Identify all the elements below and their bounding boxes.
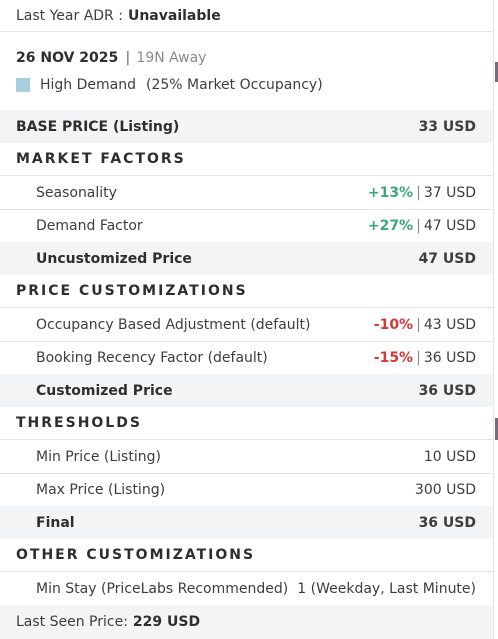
last-year-adr-row: Last Year ADR : Unavailable: [0, 0, 493, 31]
pipe-separator: |: [416, 350, 421, 366]
factor-label: Seasonality: [36, 184, 117, 201]
section-title: THRESHOLDS: [16, 415, 142, 431]
customized-price-row: Customized Price 36 USD: [0, 374, 493, 407]
pipe-separator: |: [416, 316, 421, 333]
customization-change: -10%: [373, 316, 414, 333]
customization-label: Occupancy Based Adjustment (default): [36, 316, 311, 333]
days-away-text: 19N Away: [136, 50, 207, 66]
factor-value-group: +13% | 37 USD: [368, 185, 476, 201]
pipe-separator: |: [416, 184, 421, 201]
customization-row-booking-recency: Booking Recency Factor (default) -15% | 36…: [0, 341, 493, 374]
demand-row: High Demand (25% Market Occupancy): [0, 72, 493, 98]
subtotal-label: Customized Price: [36, 382, 173, 399]
pipe-separator: |: [416, 218, 421, 234]
customization-price: 43 USD: [423, 316, 476, 333]
last-seen-value: 229 USD: [132, 614, 201, 630]
threshold-row-min: Min Price (Listing) 10 USD: [0, 439, 493, 473]
base-price-value: 33 USD: [418, 118, 476, 135]
other-customizations-header: OTHER CUSTOMIZATIONS: [0, 539, 493, 571]
final-price-row: Final 36 USD: [0, 506, 493, 539]
customization-change: -15%: [373, 350, 414, 366]
uncustomized-price-row: Uncustomized Price 47 USD: [0, 242, 493, 275]
factor-value-group: +27% | 47 USD: [368, 218, 476, 234]
min-stay-row: Min Stay (PriceLabs Recommended) 1 (Week…: [0, 571, 493, 605]
divider: [0, 31, 493, 32]
section-title: OTHER CUSTOMIZATIONS: [16, 547, 256, 563]
price-customizations-header: PRICE CUSTOMIZATIONS: [0, 275, 493, 307]
section-title: PRICE CUSTOMIZATIONS: [16, 283, 248, 299]
customization-value-group: -15% | 36 USD: [374, 350, 476, 366]
factor-change: +13%: [367, 184, 414, 201]
demand-detail: (25% Market Occupancy): [146, 77, 323, 93]
background-window-edge: [495, 62, 498, 82]
last-seen-price-row: Last Seen Price: 229 USD: [0, 605, 493, 639]
threshold-value: 300 USD: [414, 482, 476, 498]
demand-color-swatch: [16, 78, 30, 92]
demand-label: High Demand: [40, 77, 136, 93]
section-title: MARKET FACTORS: [16, 151, 186, 167]
factor-price: 47 USD: [423, 218, 476, 234]
min-stay-label: Min Stay (PriceLabs Recommended): [36, 580, 289, 597]
customization-value-group: -10% | 43 USD: [374, 317, 476, 333]
min-stay-value: 1 (Weekday, Last Minute): [297, 580, 476, 597]
market-factors-header: MARKET FACTORS: [0, 143, 493, 175]
base-price-label: BASE PRICE (Listing): [16, 118, 180, 135]
date-text: 26 NOV 2025: [16, 50, 119, 66]
threshold-row-max: Max Price (Listing) 300 USD: [0, 473, 493, 506]
customization-price: 36 USD: [423, 350, 476, 366]
subtotal-label: Uncustomized Price: [36, 250, 192, 267]
factor-row-seasonality: Seasonality +13% | 37 USD: [0, 175, 493, 209]
factor-row-demand: Demand Factor +27% | 47 USD: [0, 209, 493, 242]
base-price-row: BASE PRICE (Listing) 33 USD: [0, 110, 493, 143]
last-seen-label: Last Seen Price:: [16, 614, 128, 630]
customization-label: Booking Recency Factor (default): [36, 350, 268, 366]
final-value: 36 USD: [418, 514, 476, 531]
threshold-label: Max Price (Listing): [36, 482, 166, 498]
background-window-edge: [495, 418, 498, 440]
factor-change: +27%: [367, 218, 414, 234]
final-label: Final: [36, 514, 75, 531]
customization-row-occupancy: Occupancy Based Adjustment (default) -10…: [0, 307, 493, 341]
last-year-adr-label: Last Year ADR :: [16, 7, 123, 24]
threshold-label: Min Price (Listing): [36, 448, 161, 465]
factor-label: Demand Factor: [36, 218, 143, 234]
last-year-adr-value: Unavailable: [127, 7, 221, 24]
date-row: 26 NOV 2025 | 19N Away: [0, 45, 493, 71]
date-separator: |: [125, 50, 131, 66]
threshold-value: 10 USD: [423, 448, 476, 465]
subtotal-value: 36 USD: [418, 382, 476, 399]
thresholds-header: THRESHOLDS: [0, 407, 493, 439]
subtotal-value: 47 USD: [418, 250, 476, 267]
factor-price: 37 USD: [423, 184, 476, 201]
